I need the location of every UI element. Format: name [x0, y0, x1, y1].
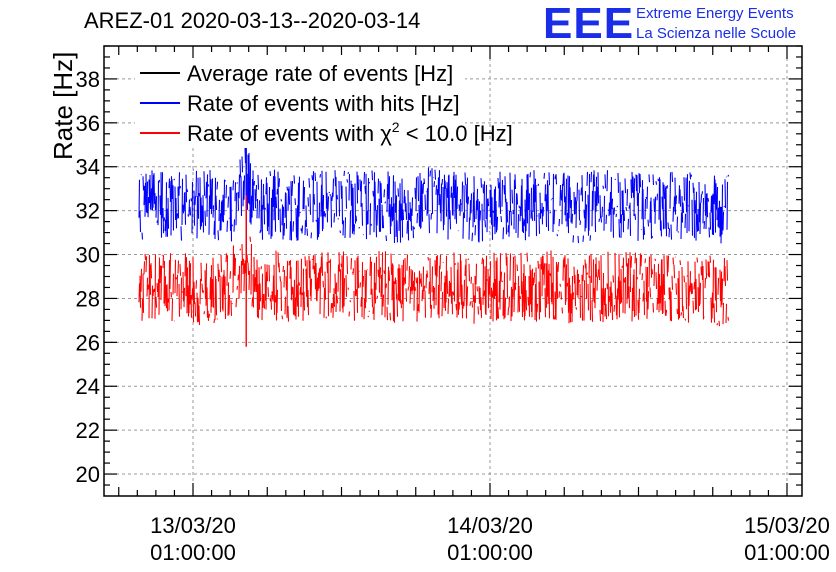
- logo-line-1: Extreme Energy Events: [636, 5, 794, 22]
- y-tick-label: 20: [76, 462, 100, 487]
- legend-chi2-suffix: < 10.0 [Hz]: [400, 121, 513, 146]
- x-tick-label-time: 01:00:00: [744, 540, 830, 565]
- logo-line-2: La Scienza nelle Scuole: [636, 25, 797, 42]
- x-tick-label-date: 14/03/20: [447, 513, 533, 538]
- y-tick-label: 34: [76, 155, 100, 180]
- y-axis-label-text: Rate [Hz]: [48, 51, 78, 160]
- legend-chi2-prefix: Rate of events with: [187, 121, 380, 146]
- y-tick-label: 32: [76, 199, 100, 224]
- x-tick-label-time: 01:00:00: [447, 540, 533, 565]
- chart-title: AREZ-01 2020-03-13--2020-03-14: [84, 8, 421, 33]
- eee-logo: EEE: [543, 0, 635, 48]
- y-tick-label: 24: [76, 374, 100, 399]
- x-tick-label-date: 15/03/20: [744, 513, 830, 538]
- legend-background: [135, 58, 465, 148]
- y-tick-label: 28: [76, 286, 100, 311]
- y-tick-label: 22: [76, 418, 100, 443]
- y-tick-label: 36: [76, 111, 100, 136]
- legend-label-average: Average rate of events [Hz]: [187, 61, 453, 86]
- legend-label-hits: Rate of events with hits [Hz]: [187, 91, 460, 116]
- series-line-2: [138, 236, 730, 327]
- x-tick-label-date: 13/03/20: [150, 513, 236, 538]
- y-tick-label: 26: [76, 330, 100, 355]
- axes: 2022242628303234363813/03/2001:00:0014/0…: [76, 45, 830, 565]
- x-tick-label-time: 01:00:00: [150, 540, 236, 565]
- legend: Average rate of events [Hz] Rate of even…: [135, 58, 513, 148]
- legend-label-chi2: Rate of events with χ2 < 10.0 [Hz]: [187, 119, 513, 146]
- y-tick-label: 30: [76, 243, 100, 268]
- y-tick-label: 38: [76, 67, 100, 92]
- series-line-1: [138, 146, 730, 244]
- legend-chi2-superscript: 2: [392, 119, 400, 135]
- legend-chi2-symbol: χ: [380, 121, 392, 146]
